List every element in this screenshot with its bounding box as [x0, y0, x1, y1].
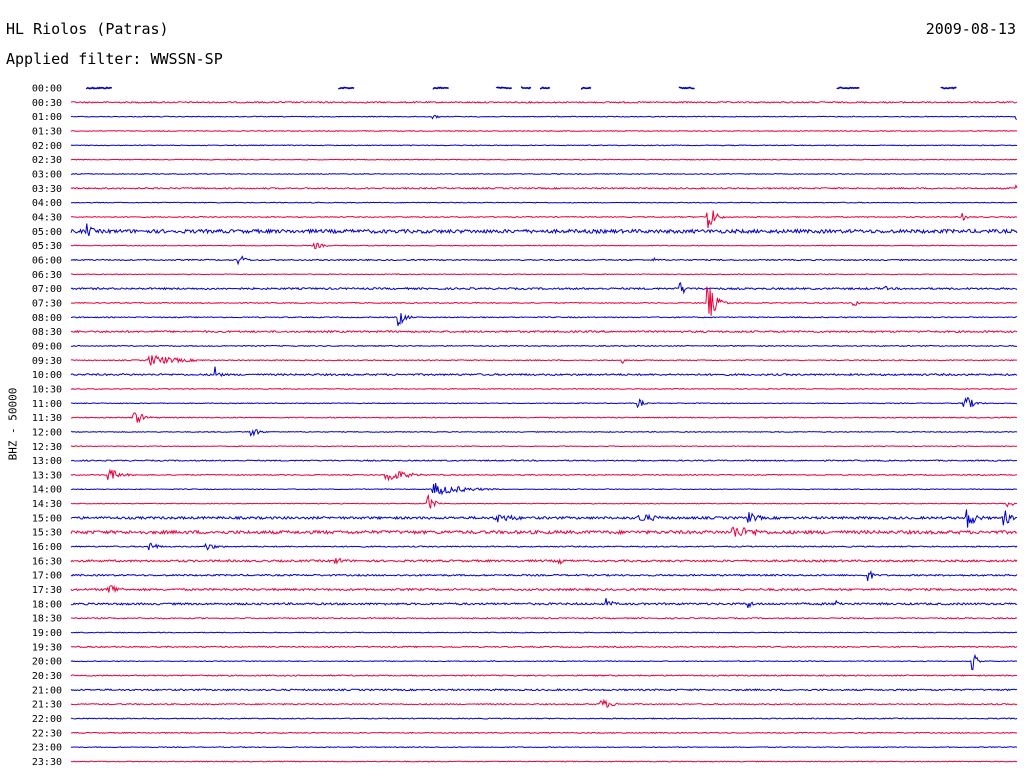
- time-tick-label: 18:30: [32, 614, 62, 625]
- time-tick-label: 02:00: [32, 141, 62, 152]
- trace-row-1030: [71, 389, 1017, 390]
- trace-row-1830: [71, 618, 1017, 619]
- trace-row-0130: [71, 131, 1017, 132]
- time-tick-label: 02:30: [32, 155, 62, 166]
- trace-row-2230: [71, 732, 1017, 733]
- trace-row-1800: [71, 598, 1017, 608]
- trace-row-1700: [71, 572, 1017, 581]
- trace-row-0400: [71, 202, 1017, 203]
- trace-row-2330: [71, 761, 1017, 762]
- trace-row-1430: [71, 496, 1017, 509]
- trace-row-1200: [71, 430, 1017, 436]
- time-tick-label: 22:30: [32, 728, 62, 739]
- trace-row-0600: [71, 257, 1017, 264]
- trace-row-0630: [71, 274, 1017, 275]
- trace-row-1300: [71, 460, 1017, 461]
- time-tick-label: 15:30: [32, 528, 62, 539]
- time-tick-label: 09:00: [32, 341, 62, 352]
- time-tick-label: 04:00: [32, 198, 62, 209]
- time-tick-label: 18:00: [32, 599, 62, 610]
- trace-row-2300: [71, 747, 1017, 748]
- trace-row-1730: [71, 586, 1017, 593]
- time-tick-label: 21:00: [32, 685, 62, 696]
- time-tick-label: 09:30: [32, 356, 62, 367]
- trace-row-1330: [71, 470, 1017, 480]
- time-tick-label: 11:00: [32, 399, 62, 410]
- trace-row-0100: [71, 116, 1017, 120]
- time-tick-label: 23:00: [32, 743, 62, 754]
- trace-row-2200: [71, 718, 1017, 719]
- trace-row-1600: [71, 543, 1017, 550]
- time-tick-label: 12:00: [32, 427, 62, 438]
- trace-row-1900: [71, 632, 1017, 633]
- time-tick-label: 22:00: [32, 714, 62, 725]
- time-tick-label: 19:30: [32, 642, 62, 653]
- time-tick-label: 14:00: [32, 485, 62, 496]
- time-tick-label: 00:30: [32, 98, 62, 109]
- time-tick-label: 13:00: [32, 456, 62, 467]
- trace-row-2030: [71, 675, 1017, 676]
- time-tick-label: 01:00: [32, 112, 62, 123]
- time-tick-label: 14:30: [32, 499, 62, 510]
- trace-row-0530: [71, 243, 1017, 248]
- time-tick-label: 16:00: [32, 542, 62, 553]
- time-tick-label: 07:30: [32, 298, 62, 309]
- time-tick-label: 01:30: [32, 126, 62, 137]
- trace-row-2100: [71, 689, 1017, 691]
- time-tick-label: 06:30: [32, 270, 62, 281]
- trace-row-1500: [71, 509, 1017, 527]
- trace-row-2000: [71, 655, 1017, 669]
- trace-row-1930: [71, 646, 1017, 647]
- time-tick-label: 17:30: [32, 585, 62, 596]
- time-tick-label: 15:00: [32, 513, 62, 524]
- trace-row-1000: [71, 367, 1017, 376]
- time-tick-label: 16:30: [32, 556, 62, 567]
- trace-row-0800: [71, 313, 1017, 326]
- time-tick-label: 19:00: [32, 628, 62, 639]
- trace-row-2130: [71, 700, 1017, 707]
- trace-row-1230: [71, 446, 1017, 447]
- trace-row-0930: [71, 355, 1017, 365]
- time-tick-label: 23:30: [32, 757, 62, 768]
- time-tick-label: 20:30: [32, 671, 62, 682]
- trace-row-0900: [71, 345, 1017, 346]
- trace-row-0230: [71, 159, 1017, 160]
- time-tick-label: 04:30: [32, 212, 62, 223]
- trace-row-1400: [71, 483, 1017, 494]
- time-tick-label: 06:00: [32, 255, 62, 266]
- trace-row-0500: [71, 224, 1017, 236]
- time-tick-label: 08:00: [32, 313, 62, 324]
- trace-row-0330: [71, 186, 1017, 190]
- time-tick-label: 08:30: [32, 327, 62, 338]
- trace-row-1630: [71, 558, 1017, 564]
- time-tick-label: 03:30: [32, 184, 62, 195]
- time-tick-label: 17:00: [32, 571, 62, 582]
- time-tick-label: 10:30: [32, 384, 62, 395]
- trace-row-1100: [71, 398, 1017, 407]
- time-tick-label: 05:30: [32, 241, 62, 252]
- time-tick-label: 05:00: [32, 227, 62, 238]
- time-tick-label: 03:00: [32, 169, 62, 180]
- time-tick-label: 20:00: [32, 657, 62, 668]
- time-tick-label: 10:00: [32, 370, 62, 381]
- time-tick-label: 11:30: [32, 413, 62, 424]
- time-tick-label: 21:30: [32, 700, 62, 711]
- trace-row-0830: [71, 331, 1017, 333]
- trace-row-1530: [71, 527, 1017, 536]
- trace-row-1130: [71, 413, 1017, 423]
- time-tick-label: 13:30: [32, 470, 62, 481]
- trace-row-0000: [87, 87, 957, 88]
- time-tick-label: 12:30: [32, 442, 62, 453]
- trace-row-0700: [71, 283, 1017, 293]
- trace-row-0200: [71, 145, 1017, 146]
- time-tick-label: 07:00: [32, 284, 62, 295]
- trace-row-0030: [71, 102, 1017, 103]
- trace-row-0300: [71, 174, 1017, 175]
- trace-row-0430: [71, 211, 1017, 229]
- trace-row-0730: [71, 287, 1017, 316]
- time-tick-label: 00:00: [32, 84, 62, 95]
